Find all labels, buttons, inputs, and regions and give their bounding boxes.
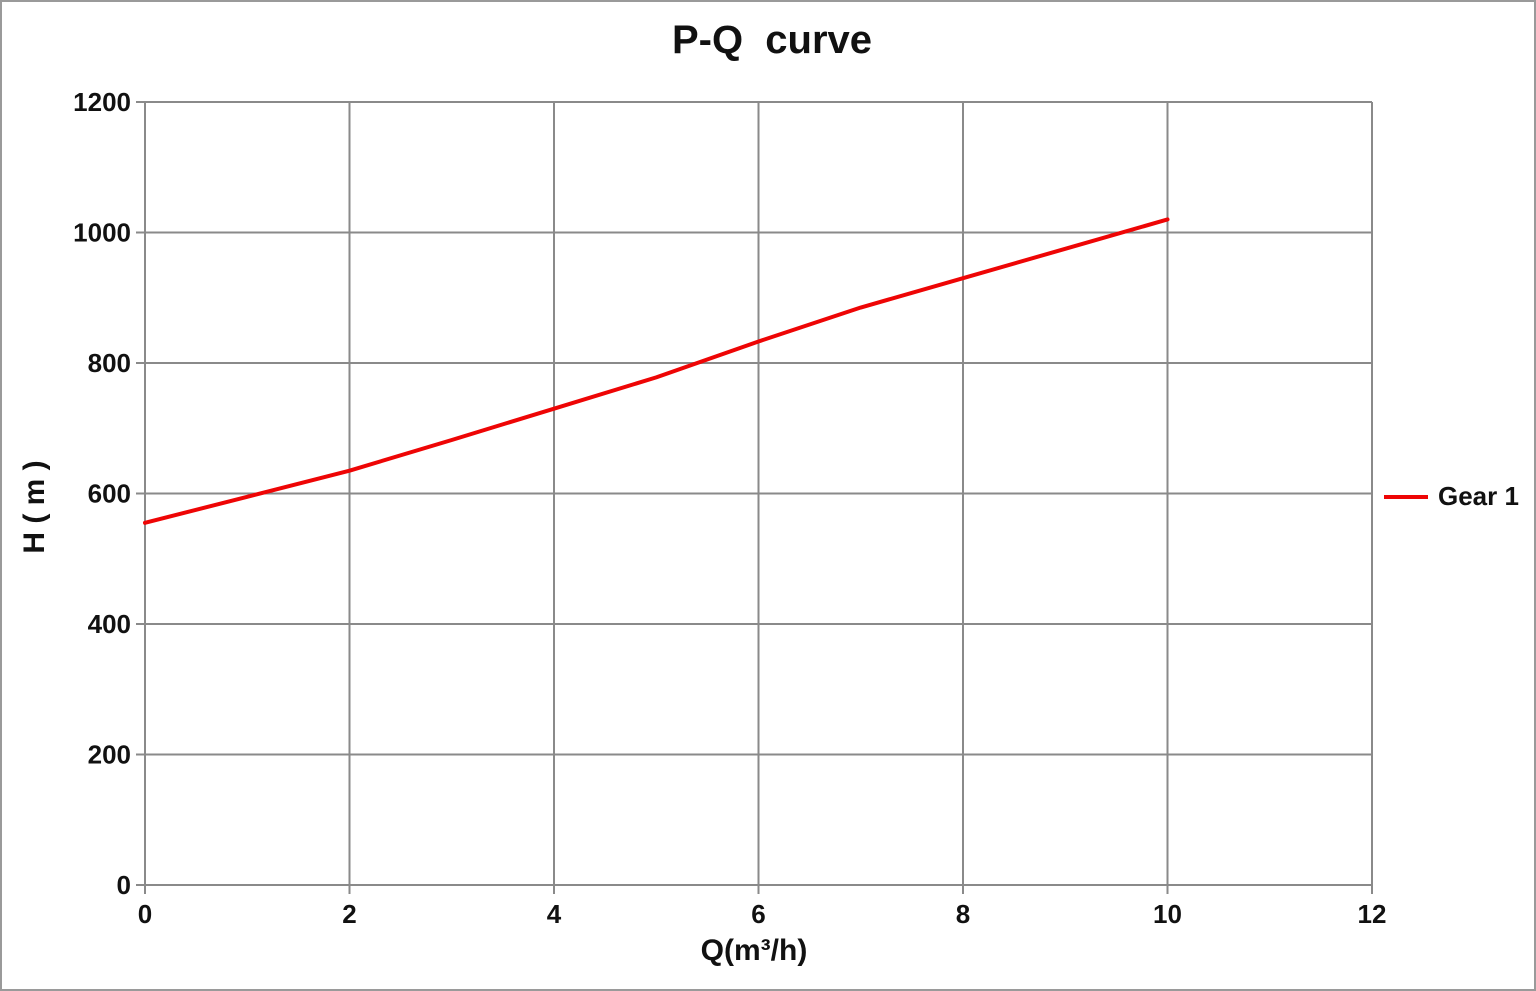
legend-label: Gear 1	[1438, 481, 1519, 511]
y-tick-label: 800	[88, 348, 131, 378]
x-tick-label: 8	[956, 899, 970, 929]
legend: Gear 1	[1383, 481, 1519, 512]
y-tick-label: 0	[117, 870, 131, 900]
y-tick-label: 1200	[73, 87, 131, 117]
x-axis-title: Q(m³/h)	[700, 934, 808, 967]
y-tick-label: 1000	[73, 218, 131, 248]
y-tick-label: 600	[88, 479, 131, 509]
x-tick-label: 4	[547, 899, 562, 929]
x-tick-label: 10	[1153, 899, 1182, 929]
y-axis-title: H ( m )	[18, 460, 51, 554]
x-tick-label: 6	[751, 899, 765, 929]
chart-title: P-Q curve	[671, 18, 873, 62]
x-tick-label: 2	[342, 899, 356, 929]
y-tick-label: 200	[88, 740, 131, 770]
x-tick-label: 0	[138, 899, 152, 929]
x-tick-label: 12	[1358, 899, 1387, 929]
y-tick-label: 400	[88, 609, 131, 639]
legend-line-icon	[1384, 494, 1428, 499]
series-line-gear-1	[143, 217, 1170, 525]
